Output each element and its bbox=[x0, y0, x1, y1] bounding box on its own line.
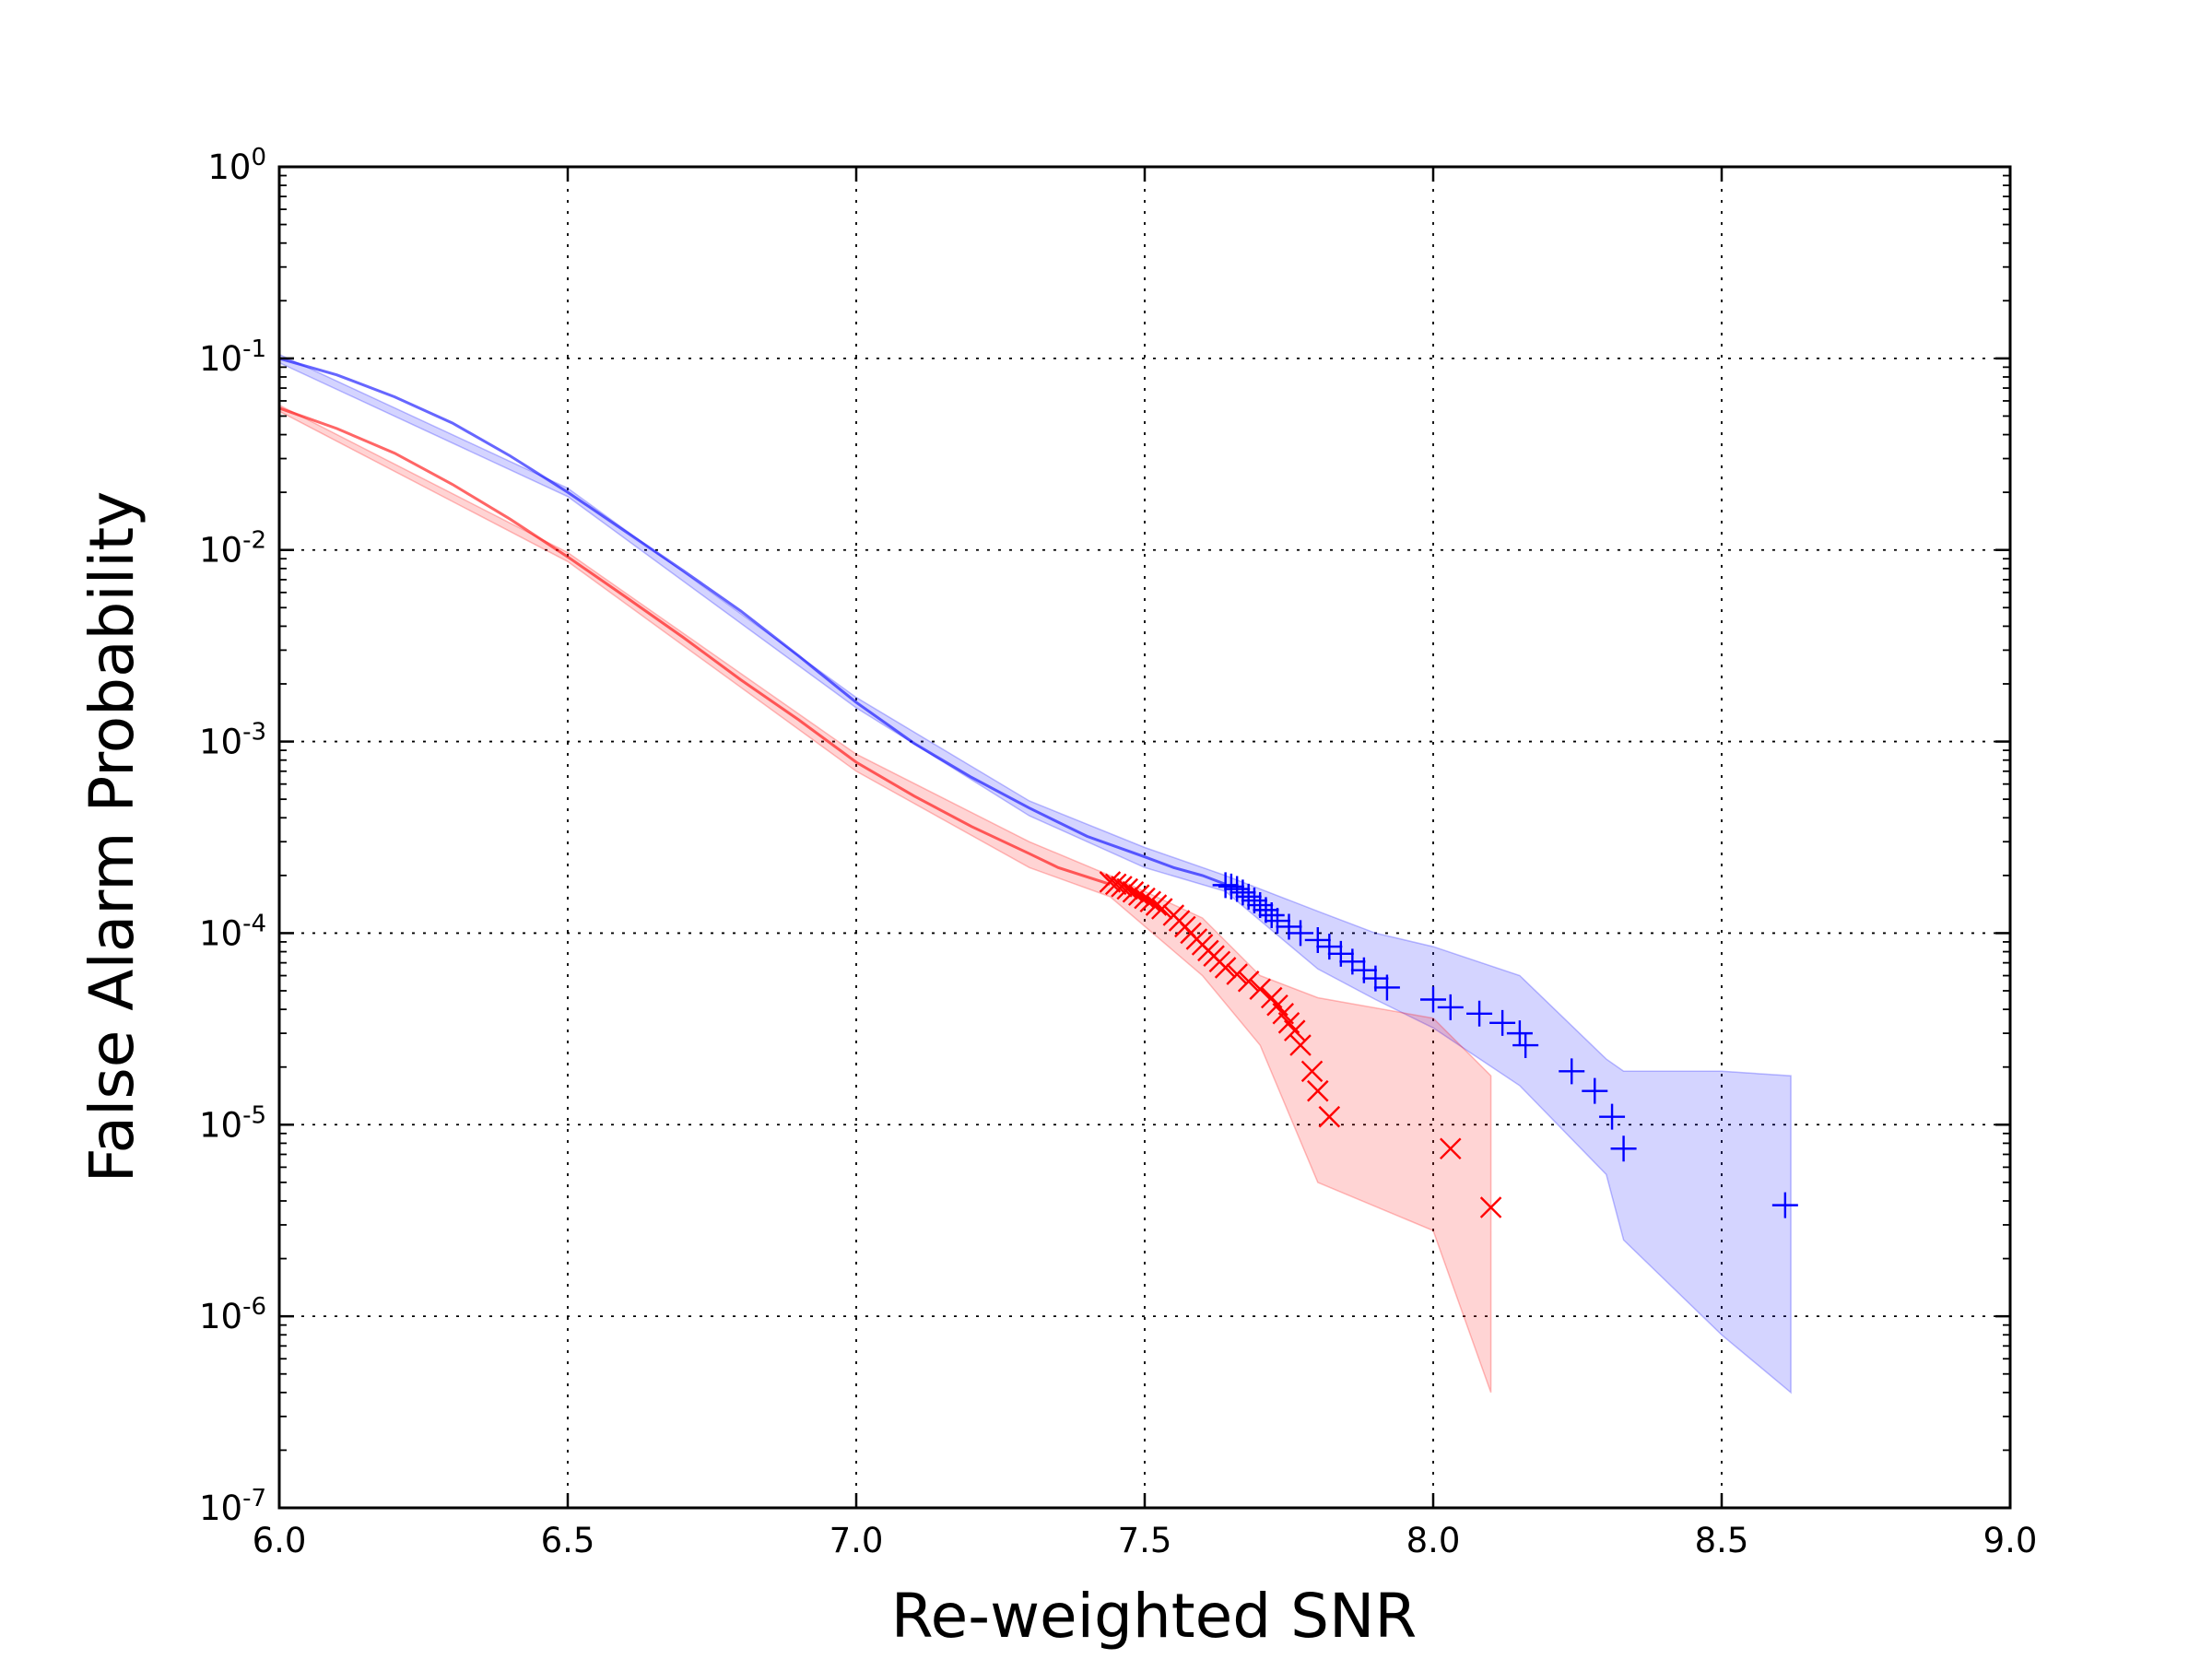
red-marker bbox=[1289, 1034, 1312, 1056]
blue-marker bbox=[1599, 1103, 1626, 1130]
blue-marker bbox=[1253, 897, 1279, 924]
red-marker bbox=[1318, 1105, 1341, 1128]
red-marker bbox=[1104, 873, 1127, 896]
y-axis-title: False Alarm Probability bbox=[76, 491, 147, 1183]
y-tick-label: 10-2 bbox=[199, 527, 266, 571]
x-axis-title: Re-weighted SNR bbox=[891, 1581, 1417, 1652]
red-marker bbox=[1226, 963, 1248, 985]
y-tick-label: 10-3 bbox=[199, 719, 266, 762]
blue-confidence-band bbox=[278, 353, 1792, 1394]
x-tick-label: 9.0 bbox=[1983, 1521, 2038, 1560]
data-points bbox=[1099, 871, 1798, 1218]
grid bbox=[279, 167, 2010, 1508]
x-tick-label: 7.5 bbox=[1118, 1521, 1172, 1560]
y-tick-label: 10-7 bbox=[199, 1485, 266, 1528]
y-tick-label: 10-4 bbox=[199, 910, 266, 953]
blue-marker bbox=[1437, 994, 1464, 1020]
x-tick-label: 7.0 bbox=[830, 1521, 884, 1560]
blue-marker bbox=[1771, 1192, 1798, 1218]
red-marker bbox=[1214, 957, 1237, 979]
x-tick-label: 6.0 bbox=[253, 1521, 307, 1560]
x-tick-label: 8.0 bbox=[1406, 1521, 1461, 1560]
red-marker bbox=[1099, 871, 1122, 893]
blue-marker bbox=[1373, 974, 1400, 1001]
blue-marker bbox=[1610, 1135, 1637, 1162]
blue-marker bbox=[1304, 926, 1331, 953]
red-marker bbox=[1116, 877, 1138, 900]
y-tick-label: 10-1 bbox=[199, 335, 266, 379]
red-marker bbox=[1122, 881, 1145, 903]
red-marker bbox=[1479, 1196, 1502, 1218]
red-marker bbox=[1237, 971, 1260, 993]
blue-marker bbox=[1489, 1009, 1516, 1036]
blue-marker bbox=[1247, 892, 1274, 919]
x-tick-label: 6.5 bbox=[541, 1521, 595, 1560]
y-tick-labels: 100 10-1 10-2 10-3 10-4 10-5 10-6 10-7 bbox=[199, 144, 266, 1528]
blue-marker bbox=[1288, 920, 1314, 947]
red-marker bbox=[1440, 1137, 1462, 1160]
blue-marker bbox=[1264, 908, 1290, 935]
red-marker bbox=[1127, 884, 1150, 906]
blue-marker bbox=[1212, 872, 1239, 899]
red-confidence-band bbox=[278, 404, 1492, 1394]
blue-marker bbox=[1582, 1077, 1608, 1104]
red-marker bbox=[1272, 1003, 1295, 1025]
blue-marker bbox=[1512, 1032, 1539, 1059]
red-marker bbox=[1134, 887, 1156, 910]
blue-marker bbox=[1466, 1000, 1493, 1027]
series-lines bbox=[278, 357, 1227, 886]
axis-ticks bbox=[277, 165, 2012, 1510]
red-marker bbox=[1307, 1079, 1329, 1102]
blue-marker bbox=[1258, 902, 1285, 929]
blue-marker bbox=[1559, 1058, 1585, 1085]
red-marker bbox=[1283, 1019, 1306, 1041]
x-tick-labels: 6.0 6.5 7.0 7.5 8.0 8.5 9.0 bbox=[253, 1521, 2038, 1560]
red-marker bbox=[1300, 1060, 1324, 1083]
y-tick-label: 10-6 bbox=[199, 1293, 266, 1336]
red-marker bbox=[1111, 876, 1133, 898]
red-marker bbox=[1145, 894, 1168, 916]
y-tick-label: 100 bbox=[207, 144, 266, 187]
red-marker bbox=[1151, 898, 1173, 920]
blue-marker bbox=[1316, 934, 1343, 960]
red-line bbox=[278, 406, 1111, 886]
blue-marker bbox=[1506, 1020, 1533, 1047]
red-marker bbox=[1139, 890, 1162, 913]
y-tick-label: 10-5 bbox=[199, 1101, 266, 1145]
confidence-bands bbox=[278, 353, 1792, 1394]
blue-marker bbox=[1218, 873, 1244, 900]
blue-line bbox=[278, 357, 1227, 886]
blue-marker bbox=[1276, 913, 1302, 940]
x-tick-label: 8.5 bbox=[1695, 1521, 1749, 1560]
blue-marker bbox=[1420, 986, 1446, 1013]
